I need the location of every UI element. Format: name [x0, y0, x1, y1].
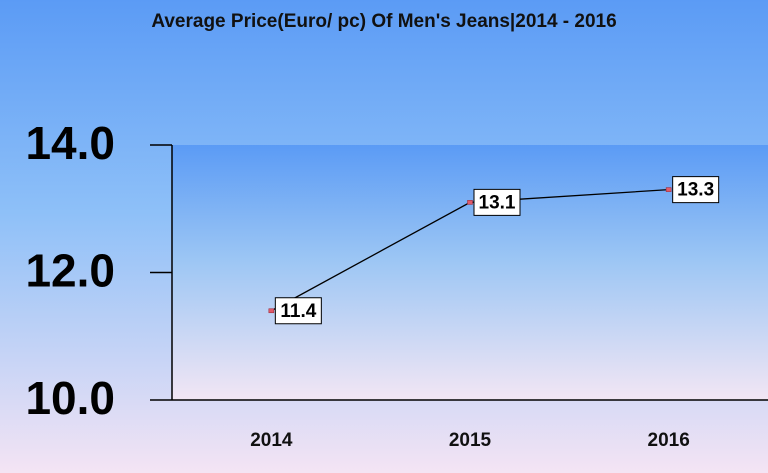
value-label: 11.4 [280, 301, 316, 322]
marker [268, 308, 275, 314]
chart-title: Average Price(Euro/ pc) Of Men's Jeans|2… [151, 11, 616, 32]
y-tick-label: 12.0 [25, 245, 115, 297]
marker [665, 187, 672, 192]
marker [467, 200, 473, 205]
y-tick-label: 14.0 [25, 117, 115, 169]
value-label-box [473, 188, 521, 216]
value-label: 13.1 [479, 192, 516, 213]
y-tick-label: 10.0 [25, 372, 115, 424]
x-tick-label: 2015 [449, 430, 492, 451]
x-tick-label: 2016 [648, 430, 690, 451]
x-tick-label: 2014 [250, 430, 293, 451]
value-label: 13.3 [677, 180, 714, 201]
value-label-box [672, 176, 720, 204]
value-label-box [274, 297, 322, 325]
